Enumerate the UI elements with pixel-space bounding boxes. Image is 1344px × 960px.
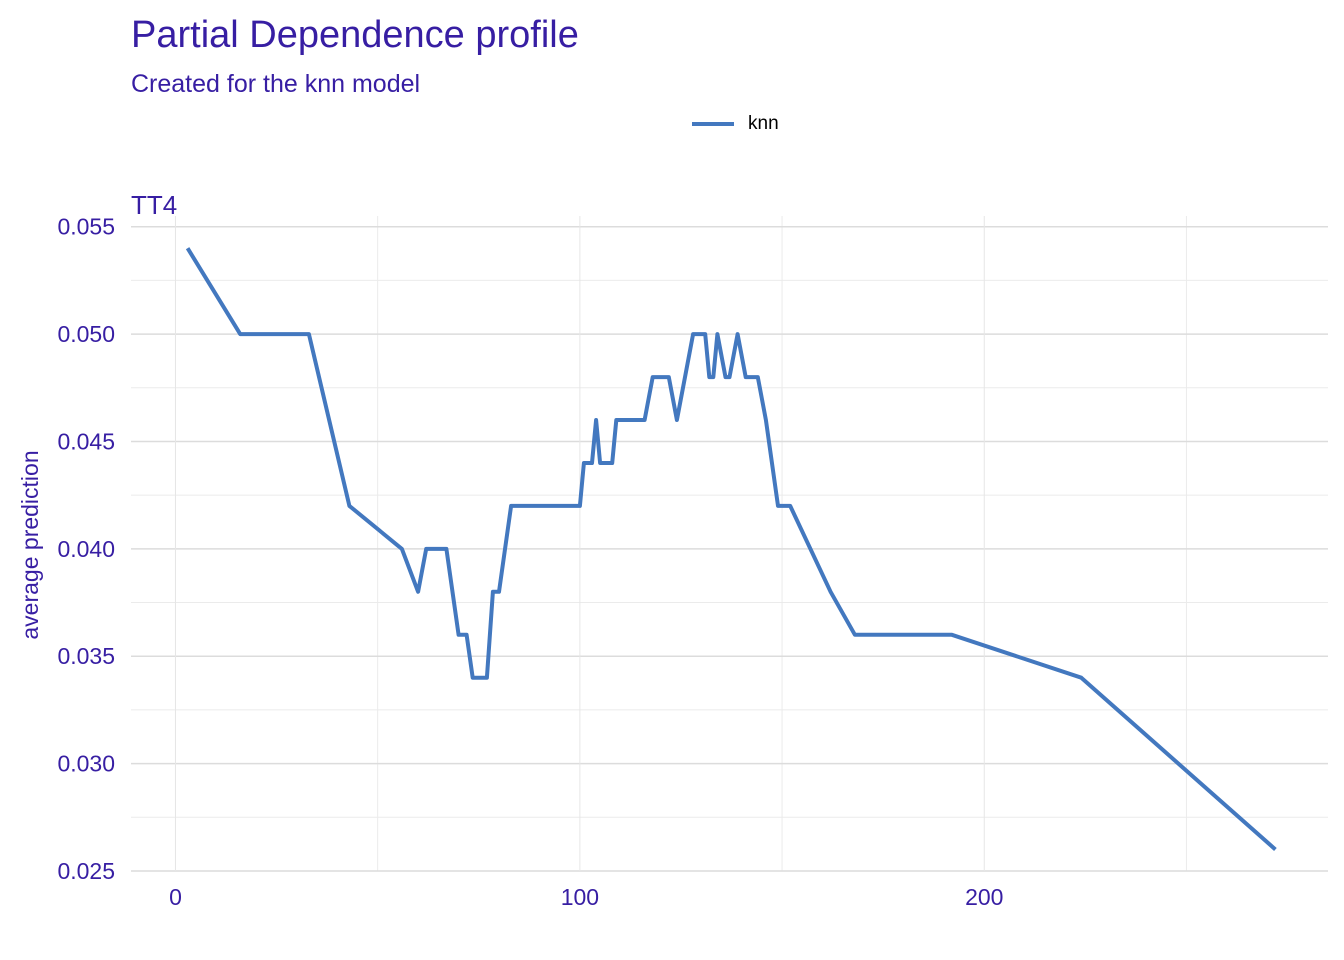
series-lines [185,247,1277,851]
grid-minor [131,216,1328,871]
legend-label-knn: knn [748,113,779,134]
grid-major [131,216,1328,872]
y-tick-label: 0.025 [57,858,115,884]
x-tick-label: 0 [169,884,182,910]
y-axis-title: average prediction [17,450,43,639]
legend-key-knn [692,122,734,126]
y-tick-label: 0.050 [57,321,115,347]
y-tick-label: 0.040 [57,536,115,562]
x-tick-label: 100 [561,884,599,910]
x-tick-labels: 0 100 200 [169,884,1003,910]
legend: knn [692,110,779,138]
y-tick-label: 0.055 [57,214,115,240]
chart-title: Partial Dependence profile [131,14,579,56]
chart-subtitle: Created for the knn model [131,70,421,98]
y-tick-labels: 0.025 0.030 0.035 0.040 0.045 0.050 0.055 [57,214,115,884]
panel-strip-label: TT4 [131,190,177,220]
x-tick-label: 200 [965,884,1003,910]
y-tick-label: 0.030 [57,751,115,777]
series-line-knn [185,247,1277,851]
y-tick-label: 0.035 [57,643,115,669]
y-tick-label: 0.045 [57,428,115,454]
